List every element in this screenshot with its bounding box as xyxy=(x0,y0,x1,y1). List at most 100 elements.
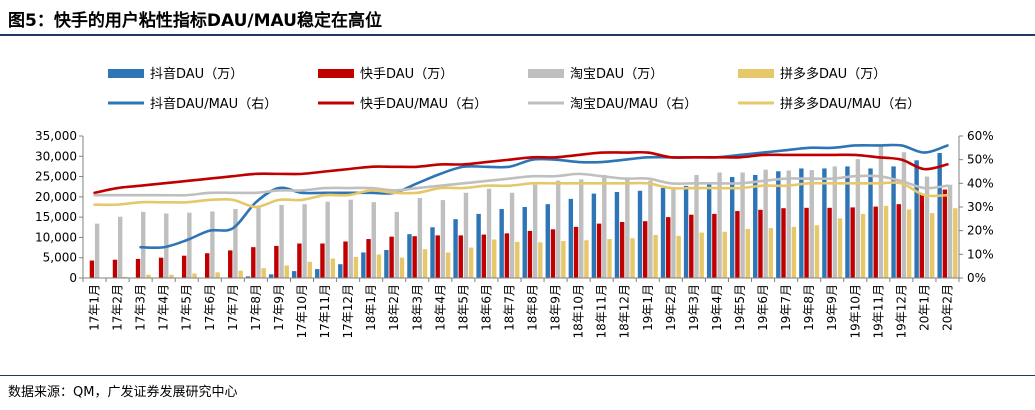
bar xyxy=(891,166,896,278)
x-tick-label: 19年5月 xyxy=(733,284,747,331)
bar xyxy=(758,209,763,278)
x-tick-label: 19年2月 xyxy=(664,284,678,331)
bar xyxy=(538,242,543,278)
y-left-tick-label: 20,000 xyxy=(35,190,77,204)
x-tick-label: 19年8月 xyxy=(802,284,816,331)
bar xyxy=(791,226,797,278)
bar xyxy=(630,238,635,278)
bar xyxy=(251,247,256,278)
x-tick-label: 19年6月 xyxy=(756,284,770,331)
bar xyxy=(837,218,843,278)
y-left-tick-label: 30,000 xyxy=(35,149,77,163)
bar xyxy=(596,223,602,278)
bar xyxy=(187,212,192,278)
bar xyxy=(376,254,382,278)
x-tick-label: 19年7月 xyxy=(779,284,793,331)
x-tick-label: 19年11月 xyxy=(871,284,885,339)
y-right-tick-label: 10% xyxy=(967,247,994,261)
bar xyxy=(315,269,320,278)
x-tick-label: 17年6月 xyxy=(203,284,217,331)
x-tick-label: 18年9月 xyxy=(549,284,563,331)
bar xyxy=(689,214,694,278)
x-tick-label: 17年11月 xyxy=(318,284,332,339)
series-line xyxy=(139,143,949,250)
bar xyxy=(712,213,717,278)
bar xyxy=(215,272,220,278)
bar xyxy=(245,276,251,278)
bar xyxy=(141,211,146,278)
x-tick-label: 19年10月 xyxy=(848,284,862,339)
bar xyxy=(855,159,861,278)
bar xyxy=(781,208,786,278)
x-tick-label: 17年4月 xyxy=(157,284,171,331)
x-tick-label: 19年1月 xyxy=(641,284,655,331)
series-line xyxy=(93,150,949,195)
bar xyxy=(666,217,671,278)
bar xyxy=(753,174,758,278)
bar xyxy=(550,229,556,278)
bar xyxy=(625,177,630,278)
bar xyxy=(648,180,653,278)
bar xyxy=(953,208,958,278)
bar xyxy=(146,274,151,278)
title-rule xyxy=(0,34,1035,36)
bar xyxy=(591,193,597,278)
x-tick-label: 18年4月 xyxy=(433,284,447,331)
legend-swatch-bar xyxy=(738,69,774,78)
bar xyxy=(906,209,912,278)
bar xyxy=(614,191,620,278)
x-tick-label: 17年12月 xyxy=(341,284,355,339)
bar xyxy=(660,187,666,278)
bar xyxy=(822,168,827,278)
bar xyxy=(412,236,417,278)
bar xyxy=(325,201,330,278)
legend-swatch-bar xyxy=(528,69,564,78)
bar xyxy=(284,265,289,278)
y-left-tick-label: 5,000 xyxy=(43,251,77,265)
bar xyxy=(256,205,261,278)
legend-label: 抖音DAU（万） xyxy=(150,66,243,82)
bar xyxy=(458,235,463,278)
bar xyxy=(671,188,676,278)
y-right-tick-label: 40% xyxy=(967,176,994,190)
y-left-tick-label: 0 xyxy=(69,271,77,285)
bar xyxy=(653,234,658,278)
bar xyxy=(353,256,359,278)
bar xyxy=(930,213,935,278)
bar xyxy=(860,213,866,278)
bar xyxy=(399,257,405,278)
y-right-tick-label: 50% xyxy=(967,153,994,167)
bar xyxy=(117,216,123,278)
bar xyxy=(292,271,297,278)
x-tick-label: 18年12月 xyxy=(618,284,632,339)
bar xyxy=(499,209,504,278)
bar xyxy=(210,211,215,278)
x-tick-label: 18年8月 xyxy=(526,284,540,331)
y-right-tick-label: 20% xyxy=(967,224,994,238)
x-tick-label: 17年3月 xyxy=(134,284,148,331)
bar xyxy=(850,207,855,278)
bar xyxy=(527,230,533,278)
bar xyxy=(94,223,100,278)
bar xyxy=(942,189,948,278)
bar xyxy=(204,253,210,278)
bar xyxy=(919,194,925,278)
bar xyxy=(522,207,527,278)
bar xyxy=(233,209,238,278)
x-tick-label: 19年4月 xyxy=(710,284,724,331)
bar xyxy=(607,239,612,278)
bar xyxy=(676,235,681,278)
bar xyxy=(468,247,474,278)
bar xyxy=(274,245,279,278)
bar xyxy=(492,239,497,278)
bar xyxy=(297,243,302,278)
bar xyxy=(343,241,348,278)
legend-label: 拼多多DAU（万） xyxy=(780,66,886,82)
x-tick-label: 17年10月 xyxy=(295,284,309,339)
bar xyxy=(763,169,768,278)
bar xyxy=(924,176,930,278)
bar xyxy=(158,257,164,278)
bar xyxy=(509,192,515,278)
x-tick-label: 17年8月 xyxy=(249,284,263,331)
bar xyxy=(914,160,919,278)
